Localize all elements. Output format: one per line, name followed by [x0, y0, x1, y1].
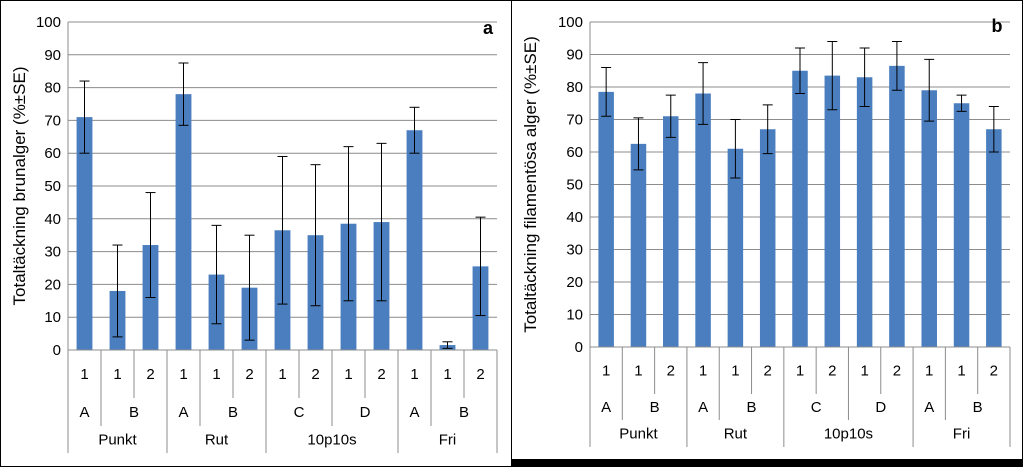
- x-category-group-label: Rut: [724, 426, 748, 443]
- y-tick-label: 50: [44, 178, 61, 195]
- x-group-label: A: [698, 399, 708, 416]
- x-group-label: B: [747, 399, 757, 416]
- bar: [727, 148, 744, 347]
- bar: [598, 91, 614, 347]
- x-tick-label: 1: [344, 366, 352, 383]
- bar: [76, 117, 93, 351]
- x-group-label: B: [650, 399, 660, 416]
- bar: [406, 130, 423, 350]
- x-group-label: B: [973, 399, 983, 416]
- x-tick-label: 1: [860, 363, 868, 380]
- y-tick-label: 20: [566, 274, 583, 291]
- y-tick-label: 30: [566, 242, 583, 259]
- x-tick-label: 2: [764, 363, 772, 380]
- x-tick-label: 1: [113, 366, 121, 383]
- bar: [695, 93, 711, 347]
- x-group-label: A: [409, 404, 419, 421]
- panel-label: b: [992, 16, 1003, 36]
- bar: [889, 65, 905, 347]
- x-tick-label: 1: [634, 363, 642, 380]
- panel-label: a: [483, 18, 494, 38]
- x-category-group-label: 10p10s: [307, 432, 356, 449]
- y-tick-label: 50: [566, 177, 583, 194]
- x-group-label: C: [294, 404, 305, 421]
- bar: [953, 103, 970, 347]
- chart-panel-b: 0 10 20 30 40 50 60 70 80 90 100 1 1 2 1 1 2 1 2 1 2 1 1 2 A B A B C…: [511, 0, 1023, 467]
- x-tick-label: 1: [699, 363, 707, 380]
- y-tick-label: 30: [44, 244, 61, 261]
- x-tick-label: 2: [990, 363, 998, 380]
- y-tick-label: 70: [44, 112, 61, 129]
- y-tick-label: 0: [575, 339, 583, 356]
- x-tick-label: 1: [602, 363, 610, 380]
- y-tick-label: 100: [36, 14, 61, 31]
- chart-panel-a: 0 10 20 30 40 50 60 70 80 90 100 1 1 2 1 1 2 1 2 1 2 1 1 2 A B A B C…: [0, 0, 512, 467]
- x-tick-label: 2: [245, 366, 253, 383]
- y-axis-title: Totaltäckning filamentösa alger (%±SE): [521, 36, 540, 333]
- x-tick-label: 1: [957, 363, 965, 380]
- y-axis-title: Totaltäckning brunalger (%±SE): [10, 67, 29, 306]
- x-tick-label: 2: [828, 363, 836, 380]
- bar: [663, 116, 679, 347]
- x-group-label: D: [875, 399, 886, 416]
- y-tick-label: 90: [566, 47, 583, 64]
- y-tick-label: 70: [566, 112, 583, 129]
- x-tick-label: 2: [667, 363, 675, 380]
- y-tick-label: 100: [558, 14, 583, 31]
- x-group-label: D: [360, 404, 371, 421]
- y-tick-label: 60: [566, 144, 583, 161]
- bar: [824, 75, 841, 347]
- bar: [630, 143, 647, 347]
- x-tick-label: 1: [80, 366, 88, 383]
- chart-b-svg: 0 10 20 30 40 50 60 70 80 90 100 1 1 2 1 1 2 1 2 1 2 1 1 2 A B A B C…: [521, 14, 1011, 447]
- x-tick-label: 2: [377, 366, 385, 383]
- x-tick-label: 1: [925, 363, 933, 380]
- x-tick-label: 1: [212, 366, 220, 383]
- y-tick-label: 90: [44, 47, 61, 64]
- y-tick-label: 80: [44, 80, 61, 97]
- y-tick-label: 20: [44, 276, 61, 293]
- x-category-group-label: Punkt: [619, 426, 658, 443]
- x-tick-label: 2: [893, 363, 901, 380]
- bar: [175, 94, 192, 350]
- bar: [792, 70, 808, 347]
- chart-a-svg: 0 10 20 30 40 50 60 70 80 90 100 1 1 2 1 1 2 1 2 1 2 1 1 2 A B A B C…: [10, 14, 498, 453]
- bar: [921, 90, 937, 347]
- bar: [759, 129, 776, 347]
- x-category-group-label: Punkt: [98, 432, 137, 449]
- x-tick-label: 1: [179, 366, 187, 383]
- y-tick-label: 10: [566, 307, 583, 324]
- x-group-label: A: [924, 399, 934, 416]
- y-tick-label: 40: [566, 209, 583, 226]
- bar: [856, 77, 873, 347]
- x-group-label: A: [178, 404, 188, 421]
- x-tick-label: 2: [146, 366, 154, 383]
- y-tick-label: 10: [44, 309, 61, 326]
- bar: [986, 129, 1002, 347]
- x-group-label: B: [129, 404, 139, 421]
- x-tick-label: 1: [731, 363, 739, 380]
- x-group-label: C: [811, 399, 822, 416]
- x-group-label: B: [459, 404, 469, 421]
- x-tick-label: 1: [278, 366, 286, 383]
- x-group-label: B: [228, 404, 238, 421]
- x-category-group-label: 10p10s: [824, 426, 873, 443]
- x-category-group-label: Fri: [953, 426, 971, 443]
- y-tick-label: 80: [566, 79, 583, 96]
- y-tick-label: 60: [44, 145, 61, 162]
- y-tick-label: 0: [53, 342, 61, 359]
- y-tick-label: 40: [44, 211, 61, 228]
- bottom-border-bar: [511, 459, 1023, 467]
- x-tick-label: 2: [476, 366, 484, 383]
- x-category-group-label: Fri: [439, 432, 457, 449]
- x-category-group-label: Rut: [205, 432, 229, 449]
- x-group-label: A: [601, 399, 611, 416]
- x-tick-label: 1: [796, 363, 804, 380]
- x-group-label: A: [79, 404, 89, 421]
- x-tick-label: 1: [443, 366, 451, 383]
- x-tick-label: 2: [311, 366, 319, 383]
- x-tick-label: 1: [410, 366, 418, 383]
